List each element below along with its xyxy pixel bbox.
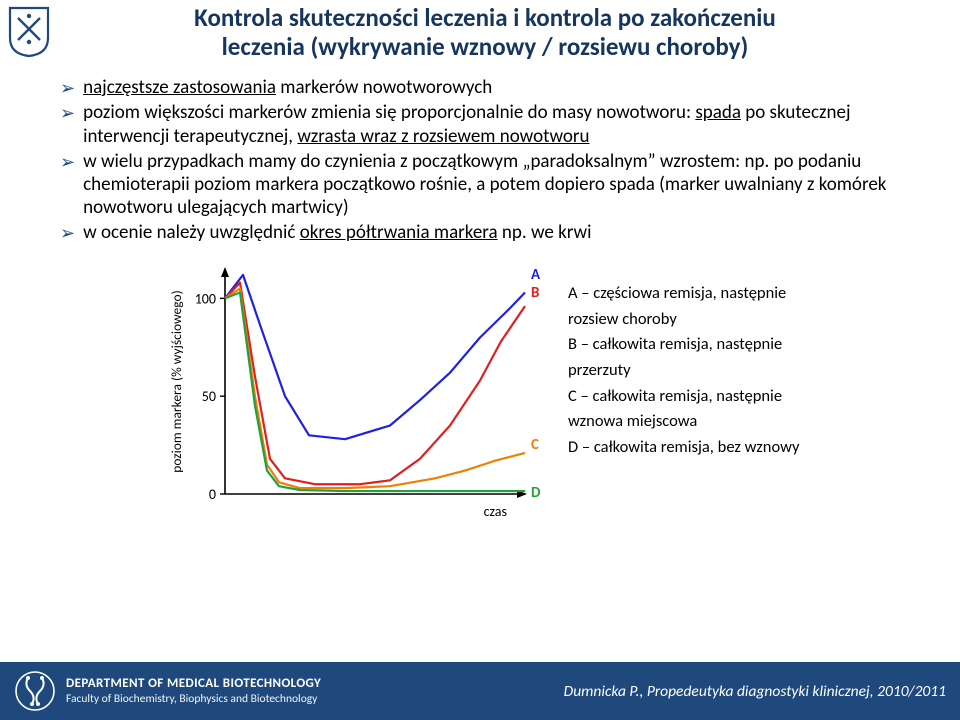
- title-line-1: Kontrola skuteczności leczenia i kontrol…: [60, 4, 910, 33]
- svg-text:100: 100: [195, 291, 216, 308]
- legend-d-1: D – całkowita remisja, bez wznowy: [568, 435, 799, 461]
- bullet-4-post: np. we krwi: [498, 221, 592, 244]
- svg-text:50: 50: [202, 388, 216, 405]
- slide-header: Kontrola skuteczności leczenia i kontrol…: [0, 0, 960, 68]
- svg-text:B: B: [531, 284, 539, 302]
- chart-legend: A – częściowa remisja, następnie rozsiew…: [568, 251, 799, 531]
- bullet-1-text: najczęstsze zastosowania markerów nowotw…: [83, 76, 920, 99]
- bullet-2: ➢ poziom większości markerów zmienia się…: [60, 101, 920, 147]
- chart-area: 0 50 100 poziom markera (% wyjściowego) czas…: [60, 251, 920, 531]
- bullet-3-text: w wielu przypadkach mamy do czynienia z …: [83, 150, 920, 220]
- bullet-1: ➢ najczęstsze zastosowania markerów nowo…: [60, 76, 920, 100]
- svg-text:poziom markera (% wyjściowego): poziom markera (% wyjściowego): [168, 291, 185, 474]
- bullet-4-pre: w ocenie należy uwzględnić: [83, 221, 300, 244]
- chart-svg: 0 50 100 poziom markera (% wyjściowego) czas…: [165, 251, 550, 531]
- bullet-3: ➢ w wielu przypadkach mamy do czynienia …: [60, 150, 920, 220]
- bullet-2-text: poziom większości markerów zmienia się p…: [83, 101, 920, 147]
- footer-dept-line2: Faculty of Biochemistry, Biophysics and …: [66, 692, 321, 706]
- bullet-4-u: okres półtrwania markera: [300, 221, 498, 244]
- footer-dept-line1: DEPARTMENT OF MEDICAL BIOTECHNOLOGY: [66, 676, 321, 692]
- bullet-2-u2: wzrasta wraz z rozsiewem nowotworu: [297, 125, 589, 148]
- svg-text:A: A: [531, 266, 541, 284]
- bullet-arrow-icon: ➢: [60, 78, 75, 100]
- bullet-2-u1: spada: [695, 101, 741, 124]
- bullet-arrow-icon: ➢: [60, 223, 75, 245]
- bullet-4: ➢ w ocenie należy uwzględnić okres półtr…: [60, 221, 920, 245]
- legend-b-1: B – całkowita remisja, następnie: [568, 332, 799, 358]
- slide-title: Kontrola skuteczności leczenia i kontrol…: [60, 4, 950, 62]
- department-logo-icon: [14, 670, 56, 712]
- legend-c-1: C – całkowita remisja, następnie: [568, 384, 799, 410]
- university-crest-icon: [8, 6, 50, 58]
- title-line-2: leczenia (wykrywanie wznowy / rozsiewu c…: [60, 33, 910, 62]
- bullet-arrow-icon: ➢: [60, 103, 75, 125]
- footer-citation: Dumnicka P., Propedeutyka diagnostyki kl…: [564, 682, 946, 701]
- slide-footer: DEPARTMENT OF MEDICAL BIOTECHNOLOGY Facu…: [0, 662, 960, 720]
- legend-a-2: rozsiew choroby: [568, 307, 799, 333]
- legend-c-2: wznowa miejscowa: [568, 409, 799, 435]
- slide-body: ➢ najczęstsze zastosowania markerów nowo…: [0, 68, 960, 532]
- svg-text:D: D: [531, 484, 541, 502]
- svg-text:czas: czas: [484, 503, 507, 520]
- bullet-4-text: w ocenie należy uwzględnić okres półtrwa…: [83, 221, 920, 244]
- footer-department: DEPARTMENT OF MEDICAL BIOTECHNOLOGY Facu…: [66, 676, 321, 707]
- bullet-arrow-icon: ➢: [60, 152, 75, 174]
- bullet-1-rest: markerów nowotworowych: [276, 76, 492, 99]
- marker-level-chart: 0 50 100 poziom markera (% wyjściowego) czas…: [165, 251, 550, 531]
- legend-b-2: przerzuty: [568, 358, 799, 384]
- svg-text:C: C: [531, 436, 539, 454]
- svg-text:0: 0: [209, 486, 216, 503]
- bullet-1-underline: najczęstsze zastosowania: [83, 76, 276, 99]
- bullet-2-pre: poziom większości markerów zmienia się p…: [83, 101, 695, 124]
- legend-a-1: A – częściowa remisja, następnie: [568, 281, 799, 307]
